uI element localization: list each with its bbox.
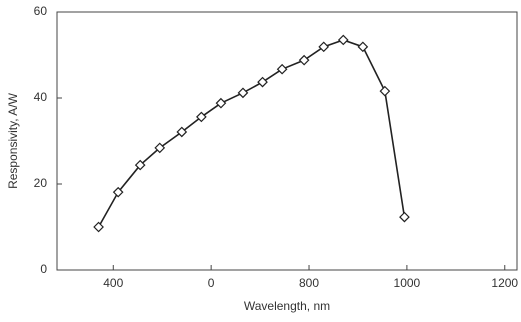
data-point [215,97,227,109]
series-line [97,39,406,228]
data-point [176,126,188,138]
x-tick-label: 1200 [491,276,518,290]
data-point [196,111,207,123]
data-point [337,34,349,46]
data-point [154,142,166,154]
data-point [237,87,249,99]
data-point [298,54,310,66]
x-tick-label: 1000 [394,276,421,290]
x-tick-label: 800 [299,276,319,290]
y-tick-label: 20 [34,176,48,190]
data-point [399,211,410,223]
data-point [257,76,268,88]
data-point [134,159,146,171]
data-point [318,41,330,53]
data-point [379,85,391,97]
x-axis-title: Wavelength, nm [244,299,330,313]
data-point [276,63,288,75]
y-tick-label: 40 [34,90,48,104]
x-tick-label: 0 [208,276,215,290]
y-axis-title: Responsivity, A/W [6,92,20,188]
data-point [93,221,104,233]
data-point [112,186,124,198]
y-tick-label: 0 [40,262,47,276]
plot-frame [56,11,518,271]
y-tick-label: 60 [34,4,48,18]
x-tick-label: 400 [103,276,123,290]
data-point [357,41,369,53]
